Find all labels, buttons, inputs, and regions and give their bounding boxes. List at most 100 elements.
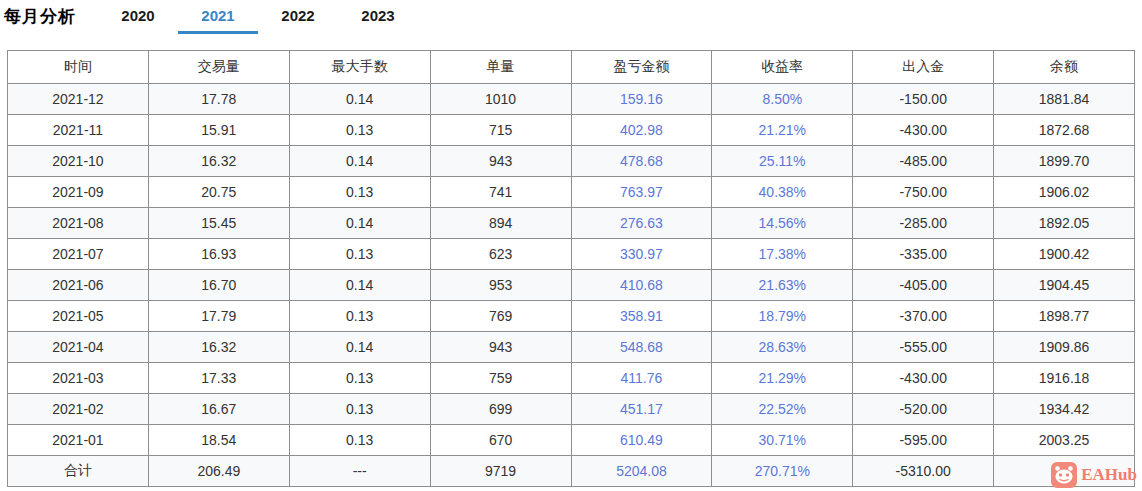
- cell: -370.00: [853, 301, 994, 332]
- cell: 2021-04: [8, 332, 149, 363]
- cell: 2021-05: [8, 301, 149, 332]
- cell: 9719: [430, 456, 571, 487]
- cell: 16.70: [148, 270, 289, 301]
- cell: 2021-08: [8, 208, 149, 239]
- cell: 478.68: [571, 146, 712, 177]
- cell: 30.71%: [712, 425, 853, 456]
- cell: 21.63%: [712, 270, 853, 301]
- table-row: 2021-0118.540.13670610.4930.71%-595.0020…: [8, 425, 1135, 456]
- cell: 894: [430, 208, 571, 239]
- tab-2023[interactable]: 2023: [338, 0, 418, 34]
- cell: 17.78: [148, 84, 289, 115]
- cell: -485.00: [853, 146, 994, 177]
- cell: 0.14: [289, 208, 430, 239]
- cell: 16.93: [148, 239, 289, 270]
- cell: 0.13: [289, 425, 430, 456]
- cell: 759: [430, 363, 571, 394]
- header-row: 时间交易量最大手数单量盈亏金额收益率出入金余额: [8, 51, 1135, 84]
- table-row: 2021-0317.330.13759411.7621.29%-430.0019…: [8, 363, 1135, 394]
- cell: 2003.25: [994, 425, 1135, 456]
- cell: -595.00: [853, 425, 994, 456]
- cell: 670: [430, 425, 571, 456]
- tab-2021[interactable]: 2021: [178, 0, 258, 34]
- table-row: 2021-0920.750.13741763.9740.38%-750.0019…: [8, 177, 1135, 208]
- table-row: 2021-0517.790.13769358.9118.79%-370.0018…: [8, 301, 1135, 332]
- cell: -150.00: [853, 84, 994, 115]
- tab-2022[interactable]: 2022: [258, 0, 338, 34]
- cell: 0.13: [289, 115, 430, 146]
- cell: 20.75: [148, 177, 289, 208]
- cell: 741: [430, 177, 571, 208]
- monthly-analysis-table: 时间交易量最大手数单量盈亏金额收益率出入金余额 2021-1217.780.14…: [7, 50, 1135, 487]
- cell: -430.00: [853, 363, 994, 394]
- cell: 1898.77: [994, 301, 1135, 332]
- cell: 0.14: [289, 84, 430, 115]
- cell: 2021-02: [8, 394, 149, 425]
- cell: 8.50%: [712, 84, 853, 115]
- cell: 1010: [430, 84, 571, 115]
- column-header: 收益率: [712, 51, 853, 84]
- cell: 623: [430, 239, 571, 270]
- cell: 0.13: [289, 177, 430, 208]
- cell: 0.13: [289, 239, 430, 270]
- cell: 402.98: [571, 115, 712, 146]
- column-header: 时间: [8, 51, 149, 84]
- cell: 17.79: [148, 301, 289, 332]
- table-row: 2021-1016.320.14943478.6825.11%-485.0018…: [8, 146, 1135, 177]
- cell: 411.76: [571, 363, 712, 394]
- cell: 1916.18: [994, 363, 1135, 394]
- cell: ---: [289, 456, 430, 487]
- cell: 943: [430, 332, 571, 363]
- column-header: 交易量: [148, 51, 289, 84]
- cell: 1881.84: [994, 84, 1135, 115]
- cell: 0.13: [289, 363, 430, 394]
- cell: 16.32: [148, 146, 289, 177]
- cell: 25.11%: [712, 146, 853, 177]
- cell: 21.29%: [712, 363, 853, 394]
- cell: 548.68: [571, 332, 712, 363]
- cell: -555.00: [853, 332, 994, 363]
- table-header: 时间交易量最大手数单量盈亏金额收益率出入金余额: [8, 51, 1135, 84]
- cell: 18.54: [148, 425, 289, 456]
- cell: -750.00: [853, 177, 994, 208]
- column-header: 单量: [430, 51, 571, 84]
- cell: 270.71%: [712, 456, 853, 487]
- cell: 0.13: [289, 301, 430, 332]
- cell: 763.97: [571, 177, 712, 208]
- cell: 5204.08: [571, 456, 712, 487]
- cell: -5310.00: [853, 456, 994, 487]
- column-header: 余额: [994, 51, 1135, 84]
- column-header: 出入金: [853, 51, 994, 84]
- cell: 1899.70: [994, 146, 1135, 177]
- cell: 159.16: [571, 84, 712, 115]
- cell: 330.97: [571, 239, 712, 270]
- cell: 16.32: [148, 332, 289, 363]
- cell: 1872.68: [994, 115, 1135, 146]
- cell: 1904.45: [994, 270, 1135, 301]
- cell: 358.91: [571, 301, 712, 332]
- cell: 1906.02: [994, 177, 1135, 208]
- table-row: 2021-0616.700.14953410.6821.63%-405.0019…: [8, 270, 1135, 301]
- cell: 15.91: [148, 115, 289, 146]
- cell: 953: [430, 270, 571, 301]
- column-header: 最大手数: [289, 51, 430, 84]
- cell: 0.13: [289, 394, 430, 425]
- cell: 943: [430, 146, 571, 177]
- cell: -520.00: [853, 394, 994, 425]
- table-row: 2021-0216.670.13699451.1722.52%-520.0019…: [8, 394, 1135, 425]
- cell: 21.21%: [712, 115, 853, 146]
- cell: -405.00: [853, 270, 994, 301]
- cell: 1909.86: [994, 332, 1135, 363]
- table-row: 2021-0716.930.13623330.9717.38%-335.0019…: [8, 239, 1135, 270]
- cell: 610.49: [571, 425, 712, 456]
- cell: 769: [430, 301, 571, 332]
- cell: 2021-01: [8, 425, 149, 456]
- cell: 1892.05: [994, 208, 1135, 239]
- tab-2020[interactable]: 2020: [98, 0, 178, 34]
- cell: 2021-06: [8, 270, 149, 301]
- table-row: 2021-0815.450.14894276.6314.56%-285.0018…: [8, 208, 1135, 239]
- cell: 17.33: [148, 363, 289, 394]
- header-bar: 每月分析 2020 2021 2022 2023: [0, 0, 1142, 50]
- cell: 1900.42: [994, 239, 1135, 270]
- table-body: 2021-1217.780.141010159.168.50%-150.0018…: [8, 84, 1135, 487]
